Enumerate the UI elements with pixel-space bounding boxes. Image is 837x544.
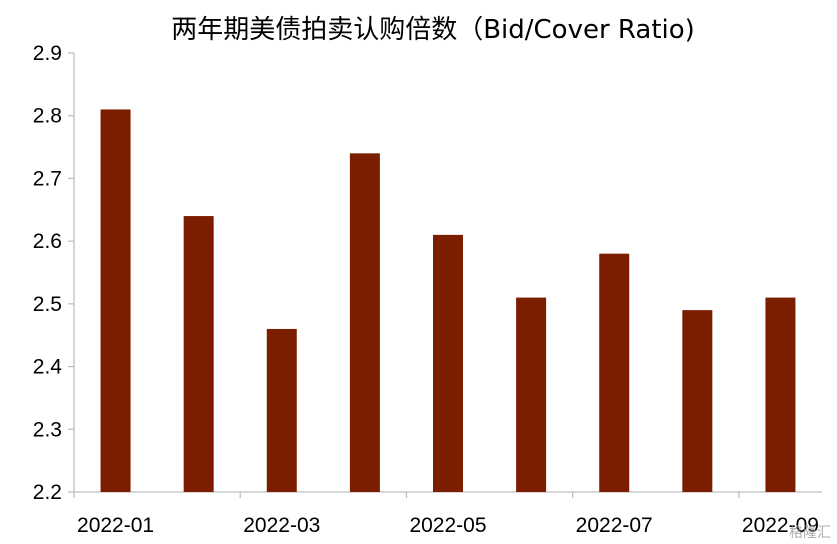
x-tick-label: 2022-07 bbox=[576, 514, 653, 537]
chart-title: 两年期美债拍卖认购倍数（Bid/Cover Ratio) bbox=[171, 15, 695, 45]
y-tick-label: 2.9 bbox=[33, 42, 62, 65]
x-tick-label: 2022-09 bbox=[742, 514, 819, 537]
bar bbox=[433, 234, 463, 492]
bars bbox=[100, 109, 796, 493]
y-axis-ticks: 2.2 2.3 2.4 2.5 2.6 2.7 2.8 2.9 bbox=[33, 42, 74, 504]
y-tick-label: 2.8 bbox=[33, 105, 62, 128]
bar bbox=[349, 153, 380, 493]
y-tick-label: 2.2 bbox=[33, 481, 62, 504]
y-tick-label: 2.4 bbox=[33, 356, 63, 379]
bar bbox=[516, 297, 547, 492]
y-tick-label: 2.7 bbox=[33, 167, 62, 190]
bar bbox=[599, 253, 630, 492]
y-tick-label: 2.6 bbox=[33, 230, 62, 253]
x-tick-label: 2022-01 bbox=[77, 514, 154, 537]
x-tick-label: 2022-03 bbox=[243, 514, 320, 537]
watermark-logo: 格隆汇 bbox=[789, 525, 831, 541]
x-tick-label: 2022-05 bbox=[409, 514, 486, 537]
y-tick-label: 2.3 bbox=[33, 418, 62, 441]
bar bbox=[266, 328, 297, 492]
bar bbox=[682, 310, 713, 492]
bar bbox=[183, 216, 214, 493]
bar bbox=[765, 297, 796, 492]
x-axis-ticks: 2022-01 2022-03 2022-05 2022-07 2022-09 bbox=[73, 492, 819, 537]
bar bbox=[100, 109, 131, 492]
y-tick-label: 2.5 bbox=[33, 293, 62, 316]
